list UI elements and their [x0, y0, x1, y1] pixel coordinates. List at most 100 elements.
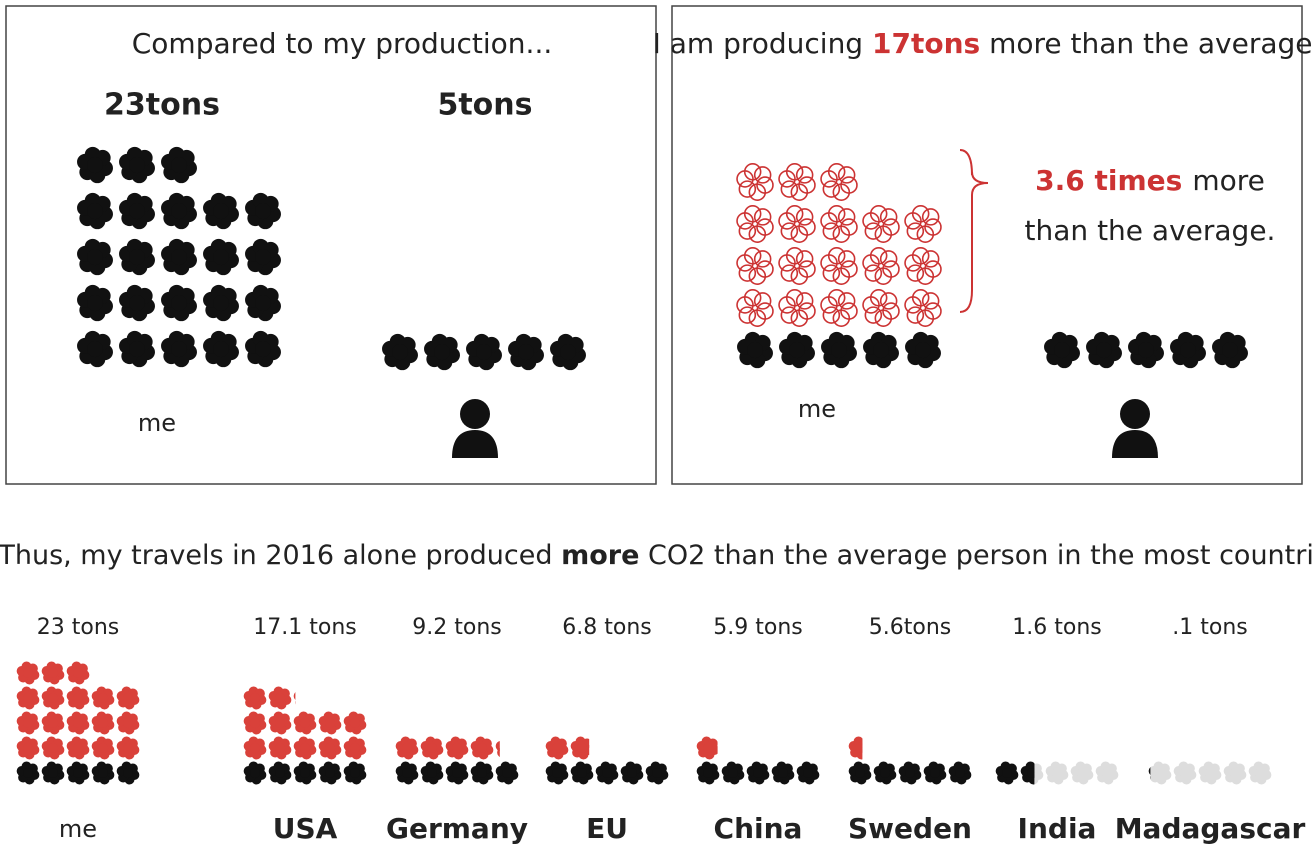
petal: [702, 742, 714, 754]
petal: [906, 264, 925, 282]
ratio-rest: more: [1192, 164, 1265, 197]
petal: [651, 767, 663, 779]
petal: [298, 687, 308, 697]
blob: [445, 736, 469, 760]
blob: [1070, 761, 1094, 785]
petal: [748, 183, 767, 201]
blob: [821, 331, 857, 369]
petal: [785, 163, 804, 181]
blob: [1173, 761, 1197, 785]
petal: [911, 205, 930, 223]
petal: [743, 289, 762, 307]
petal: [476, 344, 492, 360]
petal: [753, 250, 772, 268]
comparison-heading: Thus, my travels in 2016 alone produced …: [0, 540, 1312, 571]
petal: [503, 749, 513, 759]
blob: [268, 761, 292, 785]
blob: [203, 192, 239, 230]
petal: [451, 742, 463, 754]
petal: [864, 306, 883, 324]
petal: [213, 295, 229, 311]
petal: [255, 341, 271, 357]
petal: [249, 692, 261, 704]
person-icon: [1112, 399, 1158, 458]
blob: [395, 761, 419, 785]
blob-part: [696, 736, 718, 760]
petal: [869, 247, 888, 265]
blob: [645, 761, 669, 785]
blob: [495, 761, 519, 785]
petal: [738, 264, 757, 282]
title-highlight: 17tons: [872, 27, 980, 60]
petal: [349, 742, 361, 754]
blob: [904, 247, 942, 285]
petal: [1101, 767, 1113, 779]
blob: [495, 741, 513, 759]
blob: [771, 761, 795, 785]
icon-group: [1148, 761, 1272, 785]
petal: [904, 767, 916, 779]
petal: [832, 225, 851, 243]
title-part: more than the average.: [980, 27, 1312, 60]
petal: [97, 717, 109, 729]
petal: [476, 742, 488, 754]
average-amount: 5tons: [437, 88, 532, 123]
petal: [495, 741, 500, 752]
petal: [1138, 342, 1154, 358]
petal: [255, 249, 271, 265]
petal: [122, 717, 134, 729]
petal: [790, 309, 809, 327]
blob: [91, 761, 115, 785]
blob: [293, 687, 308, 705]
petal: [501, 767, 513, 779]
petal: [954, 767, 966, 779]
icon-group: [848, 736, 972, 785]
blob: [1045, 761, 1069, 785]
petal: [171, 157, 187, 173]
blob: [508, 333, 544, 371]
petal: [324, 767, 336, 779]
left-panel: [5, 5, 657, 485]
petal: [916, 225, 935, 243]
petal: [874, 267, 893, 285]
blob: [1148, 767, 1151, 780]
value-label: 5.9 tons: [713, 615, 802, 640]
petal: [780, 180, 799, 198]
petal: [832, 183, 851, 201]
blob: [161, 284, 197, 322]
blob: [848, 736, 863, 760]
blob: [343, 711, 367, 735]
petal: [873, 342, 889, 358]
petal: [837, 292, 856, 310]
person-icon: [452, 399, 498, 458]
petal: [789, 342, 805, 358]
petal: [822, 222, 841, 240]
petal: [1054, 342, 1070, 358]
petal: [171, 249, 187, 265]
petal: [87, 203, 103, 219]
petal: [832, 309, 851, 327]
petal: [1154, 767, 1166, 779]
petal: [274, 767, 286, 779]
icon-group: [16, 661, 140, 785]
petal: [47, 742, 59, 754]
petal: [349, 717, 361, 729]
blob: [16, 686, 40, 710]
petal: [122, 742, 134, 754]
blob: [905, 331, 941, 369]
blob-part: [1148, 767, 1151, 780]
petal: [401, 767, 413, 779]
me-label: me: [798, 395, 836, 423]
blob: [746, 761, 770, 785]
blob: [161, 238, 197, 276]
blob: [1128, 331, 1164, 369]
blob: [570, 736, 590, 760]
petal: [72, 742, 84, 754]
left-title: Compared to my production...: [132, 27, 553, 60]
petal: [171, 295, 187, 311]
petal: [601, 767, 613, 779]
petal: [1076, 767, 1088, 779]
petal: [879, 292, 898, 310]
petal: [72, 692, 84, 704]
petal: [1150, 775, 1151, 780]
